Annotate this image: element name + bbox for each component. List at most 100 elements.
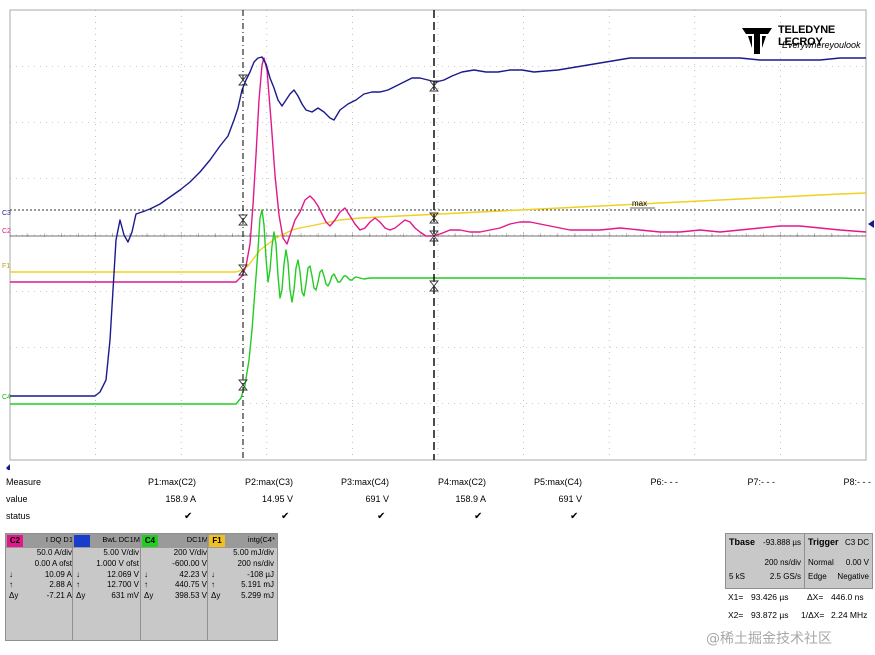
cursor-crosshair-icon: [238, 264, 248, 276]
descriptor-row: 5.00 mJ/div: [208, 548, 277, 559]
descriptor-row: 50.0 A/div: [6, 548, 75, 559]
c2-trace: [10, 57, 867, 283]
descriptor-row: Δy 5.299 mJ: [208, 591, 277, 602]
descriptor-row-label: Δy: [76, 591, 86, 601]
descriptor-title: BwL DC1M: [102, 535, 140, 544]
trigger-slope: Negative: [837, 572, 869, 581]
descriptor-row-label: Δy: [144, 591, 154, 601]
descriptor-row-value: 2.88 A: [49, 580, 72, 590]
timebase-trigger-panel[interactable]: Tbase -93.888 µs 200 ns/div 5 kS 2.5 GS/…: [725, 533, 873, 589]
measure-status-check-icon: ✔: [184, 511, 193, 522]
descriptor-row: ↑ 5.191 mJ: [208, 580, 277, 591]
lecroy-logo-icon: [742, 28, 772, 54]
descriptor-row-value: 50.0 A/div: [36, 548, 72, 557]
cursor-inv-dx-value: 2.24 MHz: [831, 610, 868, 620]
trigger-mode: Normal: [808, 558, 834, 567]
measure-param-name[interactable]: P1:max(C2): [147, 477, 196, 487]
descriptor-row-label: Δy: [9, 591, 19, 601]
trigger-source: C3 DC: [844, 538, 869, 547]
descriptor-row-value: -108 µJ: [247, 569, 274, 579]
descriptor-row: ↓ 10.09 A: [6, 570, 75, 581]
cursor-x2-label: X2=: [728, 610, 744, 620]
descriptor-title: I DQ D1: [45, 535, 73, 544]
descriptor-row: ↓ 12.069 V: [73, 570, 142, 581]
measure-param-value: 691 V: [558, 494, 582, 504]
timebase-title: Tbase: [729, 537, 756, 547]
timebase-div: 200 ns/div: [764, 558, 801, 567]
measure-param-name[interactable]: P6:- - -: [650, 477, 678, 487]
channel-descriptor[interactable]: C4 DC1M 200 V/div -600.00 V ↓ 42.23 V ↑ 440.75 …: [140, 533, 211, 641]
trigger-title: Trigger: [808, 537, 839, 547]
cursor-crosshair-icon: [238, 379, 248, 391]
descriptor-row-value: 398.53 V: [174, 591, 207, 601]
descriptor-row: ↑ 2.88 A: [6, 580, 75, 591]
descriptor-row-label: ↑: [9, 580, 13, 590]
measure-param-name[interactable]: P5:max(C4): [533, 477, 582, 487]
channel-label-c4: C4: [2, 394, 11, 401]
descriptor-row: ↓ -108 µJ: [208, 570, 277, 581]
oscilloscope-grid: [6, 9, 874, 470]
cursor-dx-label: ΔX=: [807, 592, 824, 602]
descriptor-title: DC1M: [186, 535, 208, 544]
channel-label-f1: F1: [2, 263, 11, 270]
channel-badge: [74, 535, 90, 547]
measure-status-check-icon: ✔: [377, 511, 386, 522]
descriptor-row-value: -7.21 A: [46, 591, 72, 601]
channel-descriptor[interactable]: F1 intg(C4* 5.00 mJ/div 200 ns/div ↓ -108 µJ ↑…: [207, 533, 278, 641]
measure-param-name[interactable]: P3:max(C4): [340, 477, 389, 487]
descriptor-row-label: Δy: [211, 591, 221, 601]
cursor-inv-dx-label: 1/ΔX=: [801, 610, 825, 620]
channel-badge: C2: [7, 535, 23, 547]
channel-badge: C4: [142, 535, 158, 547]
descriptor-row-label: ↑: [144, 580, 148, 590]
channel-descriptor[interactable]: C2 I DQ D1 50.0 A/div 0.00 A ofst ↓ 10.09 A ↑ 2…: [5, 533, 76, 641]
trigger-position-icon: [6, 464, 10, 470]
descriptor-row-value: 5.00 V/div: [103, 548, 139, 557]
descriptor-row: -600.00 V: [141, 559, 210, 570]
descriptor-row-value: 631 mV: [111, 591, 139, 601]
trigger-type: Edge: [808, 572, 827, 581]
descriptor-row-label: ↓: [211, 569, 215, 579]
brand-tagline: Everywhereyoulook: [782, 40, 861, 50]
measure-header: Measure: [6, 477, 42, 487]
descriptor-row-label: ↓: [9, 569, 13, 579]
measure-param-value: 158.9 A: [165, 494, 196, 504]
cursor-dx-value: 446.0 ns: [831, 592, 864, 602]
measure-param-value: 691 V: [365, 494, 389, 504]
graticule: [9, 9, 867, 461]
descriptor-row-value: 12.700 V: [106, 580, 139, 590]
descriptor-row-label: ↓: [144, 569, 148, 579]
channel-label-c2: C2: [2, 228, 11, 235]
measure-status-check-icon: ✔: [474, 511, 483, 522]
channel-label-c3: C3: [2, 210, 11, 217]
descriptor-row: ↑ 440.75 V: [141, 580, 210, 591]
descriptor-row: 0.00 A ofst: [6, 559, 75, 570]
descriptor-row-value: 5.00 mJ/div: [233, 548, 274, 557]
measure-param-name[interactable]: P4:max(C2): [437, 477, 486, 487]
descriptor-row: Δy 631 mV: [73, 591, 142, 602]
measure-param-value: 158.9 A: [455, 494, 486, 504]
watermark: @稀土掘金技术社区: [706, 631, 832, 647]
cursor-x1-value: 93.426 µs: [751, 592, 789, 602]
descriptor-row: ↑ 12.700 V: [73, 580, 142, 591]
measure-status-label: status: [6, 511, 31, 521]
measure-param-name[interactable]: P7:- - -: [747, 477, 775, 487]
cursor-crosshair-icon: [429, 280, 439, 292]
descriptor-row: ↓ 42.23 V: [141, 570, 210, 581]
descriptor-row-value: 42.23 V: [179, 569, 207, 579]
descriptor-row-label: ↑: [211, 580, 215, 590]
cursor-crosshair-icon: [238, 74, 248, 86]
descriptor-row-value: 200 V/div: [173, 548, 207, 557]
brand-name: TELEDYNE LECROY: [778, 24, 836, 48]
cursor-crosshair-icon: [238, 214, 248, 226]
descriptor-row-value: 10.09 A: [44, 569, 72, 579]
measure-table: Measure value status P1:max(C2) 158.9 A ✔ P…: [0, 475, 875, 531]
measure-param-name[interactable]: P8:- - -: [843, 477, 871, 487]
descriptor-row-value: 5.191 mJ: [241, 580, 274, 590]
cursor-markers[interactable]: [6, 10, 874, 470]
descriptor-row-value: 1.000 V ofst: [96, 558, 139, 568]
channel-descriptor[interactable]: BwL DC1M 5.00 V/div 1.000 V ofst ↓ 12.069 V ↑…: [72, 533, 143, 641]
measure-param-name[interactable]: P2:max(C3): [244, 477, 293, 487]
descriptor-row: Δy -7.21 A: [6, 591, 75, 602]
timebase-rate: 2.5 GS/s: [769, 572, 801, 581]
